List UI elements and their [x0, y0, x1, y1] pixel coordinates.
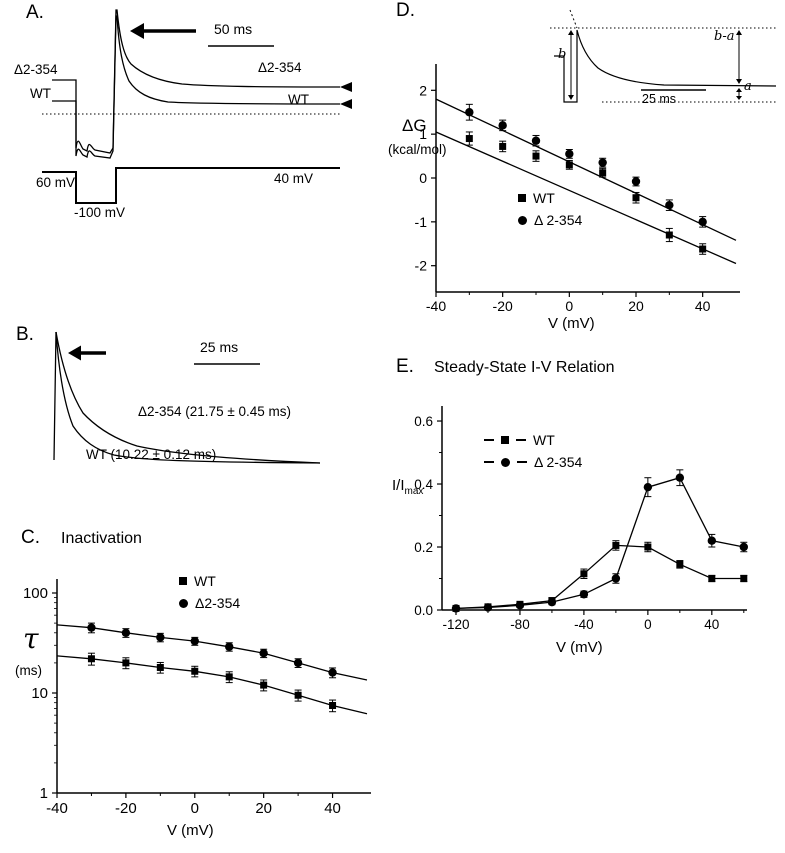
panel-c-label: C.: [21, 527, 40, 548]
svg-text:40: 40: [695, 298, 711, 314]
svg-text:-20: -20: [115, 800, 137, 817]
panel-e-label: E.: [396, 356, 414, 377]
svg-text:-40: -40: [574, 617, 594, 632]
svg-text:1: 1: [419, 126, 427, 142]
legend-item-d2-354: Δ 2-354: [484, 454, 582, 470]
x-axis-label: V (mV): [548, 315, 595, 332]
square-marker-icon: [179, 577, 187, 585]
panel-b-trace-plot: [53, 331, 321, 464]
panel-c-title: Inactivation: [61, 530, 142, 547]
legend-line-icon: [516, 439, 526, 441]
y-axis-label-dg: ΔG: [402, 116, 427, 135]
legend-label-wt: WT: [194, 573, 216, 589]
legend-label-wt: WT: [533, 190, 555, 206]
trace-label-wt-right: WT: [288, 92, 309, 107]
svg-text:40: 40: [704, 617, 719, 632]
square-marker-icon: [501, 436, 509, 444]
protocol-label-60mv: 60 mV: [36, 175, 76, 190]
trace-label-d2-354-right: Δ2-354: [258, 60, 302, 75]
panel-e: -120 -80 -40 0 40 0.0 0.2 0.4 0.6 E. Steady-Stat…: [388, 352, 785, 682]
circle-marker-icon: [501, 457, 510, 467]
svg-text:0.2: 0.2: [414, 540, 433, 555]
square-marker-icon: [518, 194, 526, 202]
y-axis-label-tau: τ: [23, 622, 39, 655]
svg-text:0: 0: [191, 800, 199, 817]
svg-text:2: 2: [419, 82, 427, 98]
y-axis-label-iimax: I/Imax: [392, 477, 424, 497]
trace-label-d2-354-left: Δ2-354: [14, 62, 58, 77]
panel-d-inset-trace: [550, 9, 777, 103]
trace-label-d2-354: Δ2-354 (21.75 ± 0.45 ms): [138, 404, 292, 419]
panel-b: B. 25 ms Δ2-354 (21.75 ± 0.45 ms) WT (10…: [8, 324, 348, 488]
circle-marker-icon: [179, 598, 188, 608]
x-axis-label: V (mV): [556, 639, 603, 656]
svg-text:-80: -80: [510, 617, 530, 632]
y-axis-units-kcal: (kcal/mol): [388, 142, 447, 157]
panel-a: A. 50 ms Δ2-354 WT Δ2-354 WT 60 mV 40 mV…: [6, 2, 358, 234]
svg-text:1: 1: [40, 785, 48, 802]
protocol-label-40mv: 40 mV: [274, 171, 314, 186]
inset-label-a: a: [744, 79, 752, 94]
legend-item-d2-354: Δ2-354: [179, 595, 240, 611]
panel-d-label: D.: [396, 0, 415, 21]
panel-b-label: B.: [16, 324, 34, 345]
svg-text:20: 20: [628, 298, 644, 314]
iimax-sub: max: [404, 486, 424, 497]
scalebar-label: 25 ms: [200, 339, 239, 355]
scalebar-label: 50 ms: [214, 21, 253, 37]
svg-text:-120: -120: [442, 617, 469, 632]
svg-text:-1: -1: [415, 214, 428, 230]
panel-e-plot: -120 -80 -40 0 40 0.0 0.2 0.4 0.6: [414, 406, 749, 632]
panel-c: -40 -20 0 20 40 1 10 100 C. Inactivation τ (ms)…: [5, 523, 390, 853]
legend-line-icon: [484, 439, 494, 441]
svg-text:0: 0: [644, 617, 652, 632]
inset-label-b-minus-a: b-a: [714, 29, 735, 44]
svg-text:0: 0: [565, 298, 573, 314]
legend-line-icon: [517, 461, 527, 463]
trace-label-wt: WT (10.22 ± 0.12 ms): [86, 447, 217, 462]
legend-item-d2-354: Δ 2-354: [518, 212, 582, 228]
x-axis-label: V (mV): [167, 822, 214, 839]
panel-e-title: Steady-State I-V Relation: [434, 359, 615, 376]
svg-text:0.6: 0.6: [414, 414, 433, 429]
legend-line-icon: [484, 461, 494, 463]
trace-label-wt-left: WT: [30, 86, 51, 101]
svg-text:10: 10: [31, 685, 48, 702]
panel-c-legend: WT Δ2-354: [179, 573, 240, 611]
svg-text:0: 0: [419, 170, 427, 186]
panel-c-plot: -40 -20 0 20 40 1 10 100: [23, 579, 371, 817]
circle-marker-icon: [518, 215, 527, 225]
svg-text:0.4: 0.4: [414, 477, 433, 492]
svg-text:20: 20: [255, 800, 272, 817]
iimax-base: I/I: [392, 477, 405, 494]
svg-text:-40: -40: [46, 800, 68, 817]
svg-text:-2: -2: [415, 258, 428, 274]
legend-label-d2-354: Δ 2-354: [534, 212, 583, 228]
legend-item-wt: WT: [179, 573, 240, 589]
svg-text:-40: -40: [426, 298, 446, 314]
panel-a-trace-plot: [42, 9, 352, 204]
protocol-label-minus100mv: -100 mV: [74, 205, 126, 220]
svg-text:100: 100: [23, 585, 48, 602]
svg-text:-20: -20: [493, 298, 513, 314]
inset-label-b: b: [558, 47, 567, 62]
legend-label-wt: WT: [533, 432, 555, 448]
panel-d-legend: WT Δ 2-354: [518, 190, 582, 228]
panel-e-legend: WT Δ 2-354: [484, 432, 582, 470]
panel-d-plot: -40 -20 0 20 40 2 1 0 -1 -2: [415, 64, 740, 314]
legend-item-wt: WT: [484, 432, 582, 448]
panel-d: -40 -20 0 20 40 2 1 0 -1 -2 D. b b-a a 25 ms ΔG (…: [388, 0, 785, 348]
legend-item-wt: WT: [518, 190, 582, 206]
inset-scalebar-label: 25 ms: [642, 92, 677, 106]
panel-a-label: A.: [26, 2, 44, 23]
legend-label-d2-354: Δ2-354: [195, 595, 241, 611]
svg-text:0.0: 0.0: [414, 603, 433, 618]
svg-text:40: 40: [324, 800, 341, 817]
y-axis-units-ms: (ms): [15, 663, 42, 678]
legend-label-d2-354: Δ 2-354: [534, 454, 583, 470]
